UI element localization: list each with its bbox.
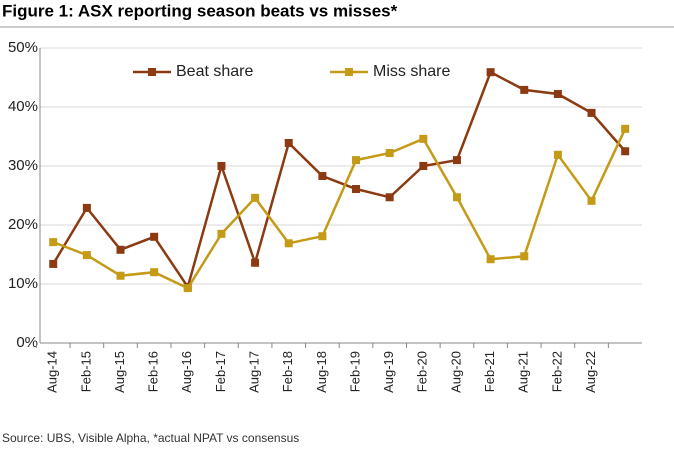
series-line	[52, 70, 627, 290]
y-tick-label: 0%	[16, 334, 38, 351]
point-marker	[183, 284, 192, 293]
point-marker	[318, 172, 327, 181]
point-marker	[553, 150, 562, 159]
y-tick-label: 50%	[8, 39, 38, 56]
point-marker	[150, 268, 159, 277]
x-tick-label: Aug-22	[583, 351, 598, 393]
point-marker	[318, 232, 327, 241]
point-marker	[284, 239, 293, 248]
point-marker	[49, 259, 58, 268]
point-marker	[621, 147, 630, 156]
point-marker	[150, 232, 159, 241]
x-tick-label: Feb-16	[146, 351, 161, 392]
point-marker	[587, 108, 596, 117]
point-marker	[452, 193, 461, 202]
point-marker	[217, 229, 226, 238]
point-marker	[251, 193, 260, 202]
point-marker	[385, 149, 394, 158]
x-tick-label: Aug-18	[314, 351, 329, 393]
point-marker	[251, 258, 260, 267]
legend-marker	[345, 68, 353, 76]
y-tick-label: 30%	[8, 157, 38, 174]
point-marker	[82, 251, 91, 260]
point-marker	[82, 203, 91, 212]
x-tick-label: Feb-15	[78, 351, 93, 392]
point-marker	[385, 193, 394, 202]
x-tick-label: Aug-20	[448, 351, 463, 393]
point-marker	[486, 68, 495, 77]
legend-marker	[148, 68, 156, 76]
x-tick-label: Aug-21	[516, 351, 531, 393]
x-tick-label: Feb-22	[549, 351, 564, 392]
point-marker	[352, 156, 361, 165]
x-tick-label: Feb-20	[415, 351, 430, 392]
point-marker	[284, 138, 293, 147]
point-marker	[217, 162, 226, 170]
x-tick-label: Feb-18	[280, 351, 295, 392]
x-tick-label: Aug-16	[179, 351, 194, 393]
x-tick-label: Aug-17	[247, 351, 262, 393]
chart-title: Figure 1: ASX reporting season beats vs …	[2, 1, 398, 20]
point-marker	[116, 271, 125, 280]
point-marker	[621, 124, 630, 133]
y-tick-label: 40%	[8, 98, 38, 115]
y-tick-label: 20%	[8, 216, 38, 233]
point-marker	[419, 134, 428, 143]
y-tick-label: 10%	[8, 275, 38, 292]
point-marker	[520, 252, 529, 261]
point-marker	[553, 90, 562, 99]
point-marker	[587, 196, 596, 205]
x-tick-label: Aug-14	[45, 351, 60, 393]
x-tick-label: Feb-21	[482, 351, 497, 392]
x-tick-label: Aug-15	[112, 351, 127, 393]
point-marker	[520, 85, 529, 94]
point-marker	[352, 185, 361, 194]
point-marker	[419, 162, 428, 170]
x-tick-label: Aug-19	[381, 351, 396, 393]
legend-label: Beat share	[176, 63, 253, 80]
point-marker	[49, 238, 58, 247]
point-marker	[452, 156, 461, 165]
point-marker	[116, 245, 125, 254]
series-line	[52, 128, 627, 290]
x-tick-label: Feb-19	[347, 351, 362, 392]
source-note: Source: UBS, Visible Alpha, *actual NPAT…	[2, 431, 299, 445]
legend-label: Miss share	[373, 63, 450, 80]
x-tick-label: Feb-17	[213, 351, 228, 392]
point-marker	[486, 255, 495, 264]
